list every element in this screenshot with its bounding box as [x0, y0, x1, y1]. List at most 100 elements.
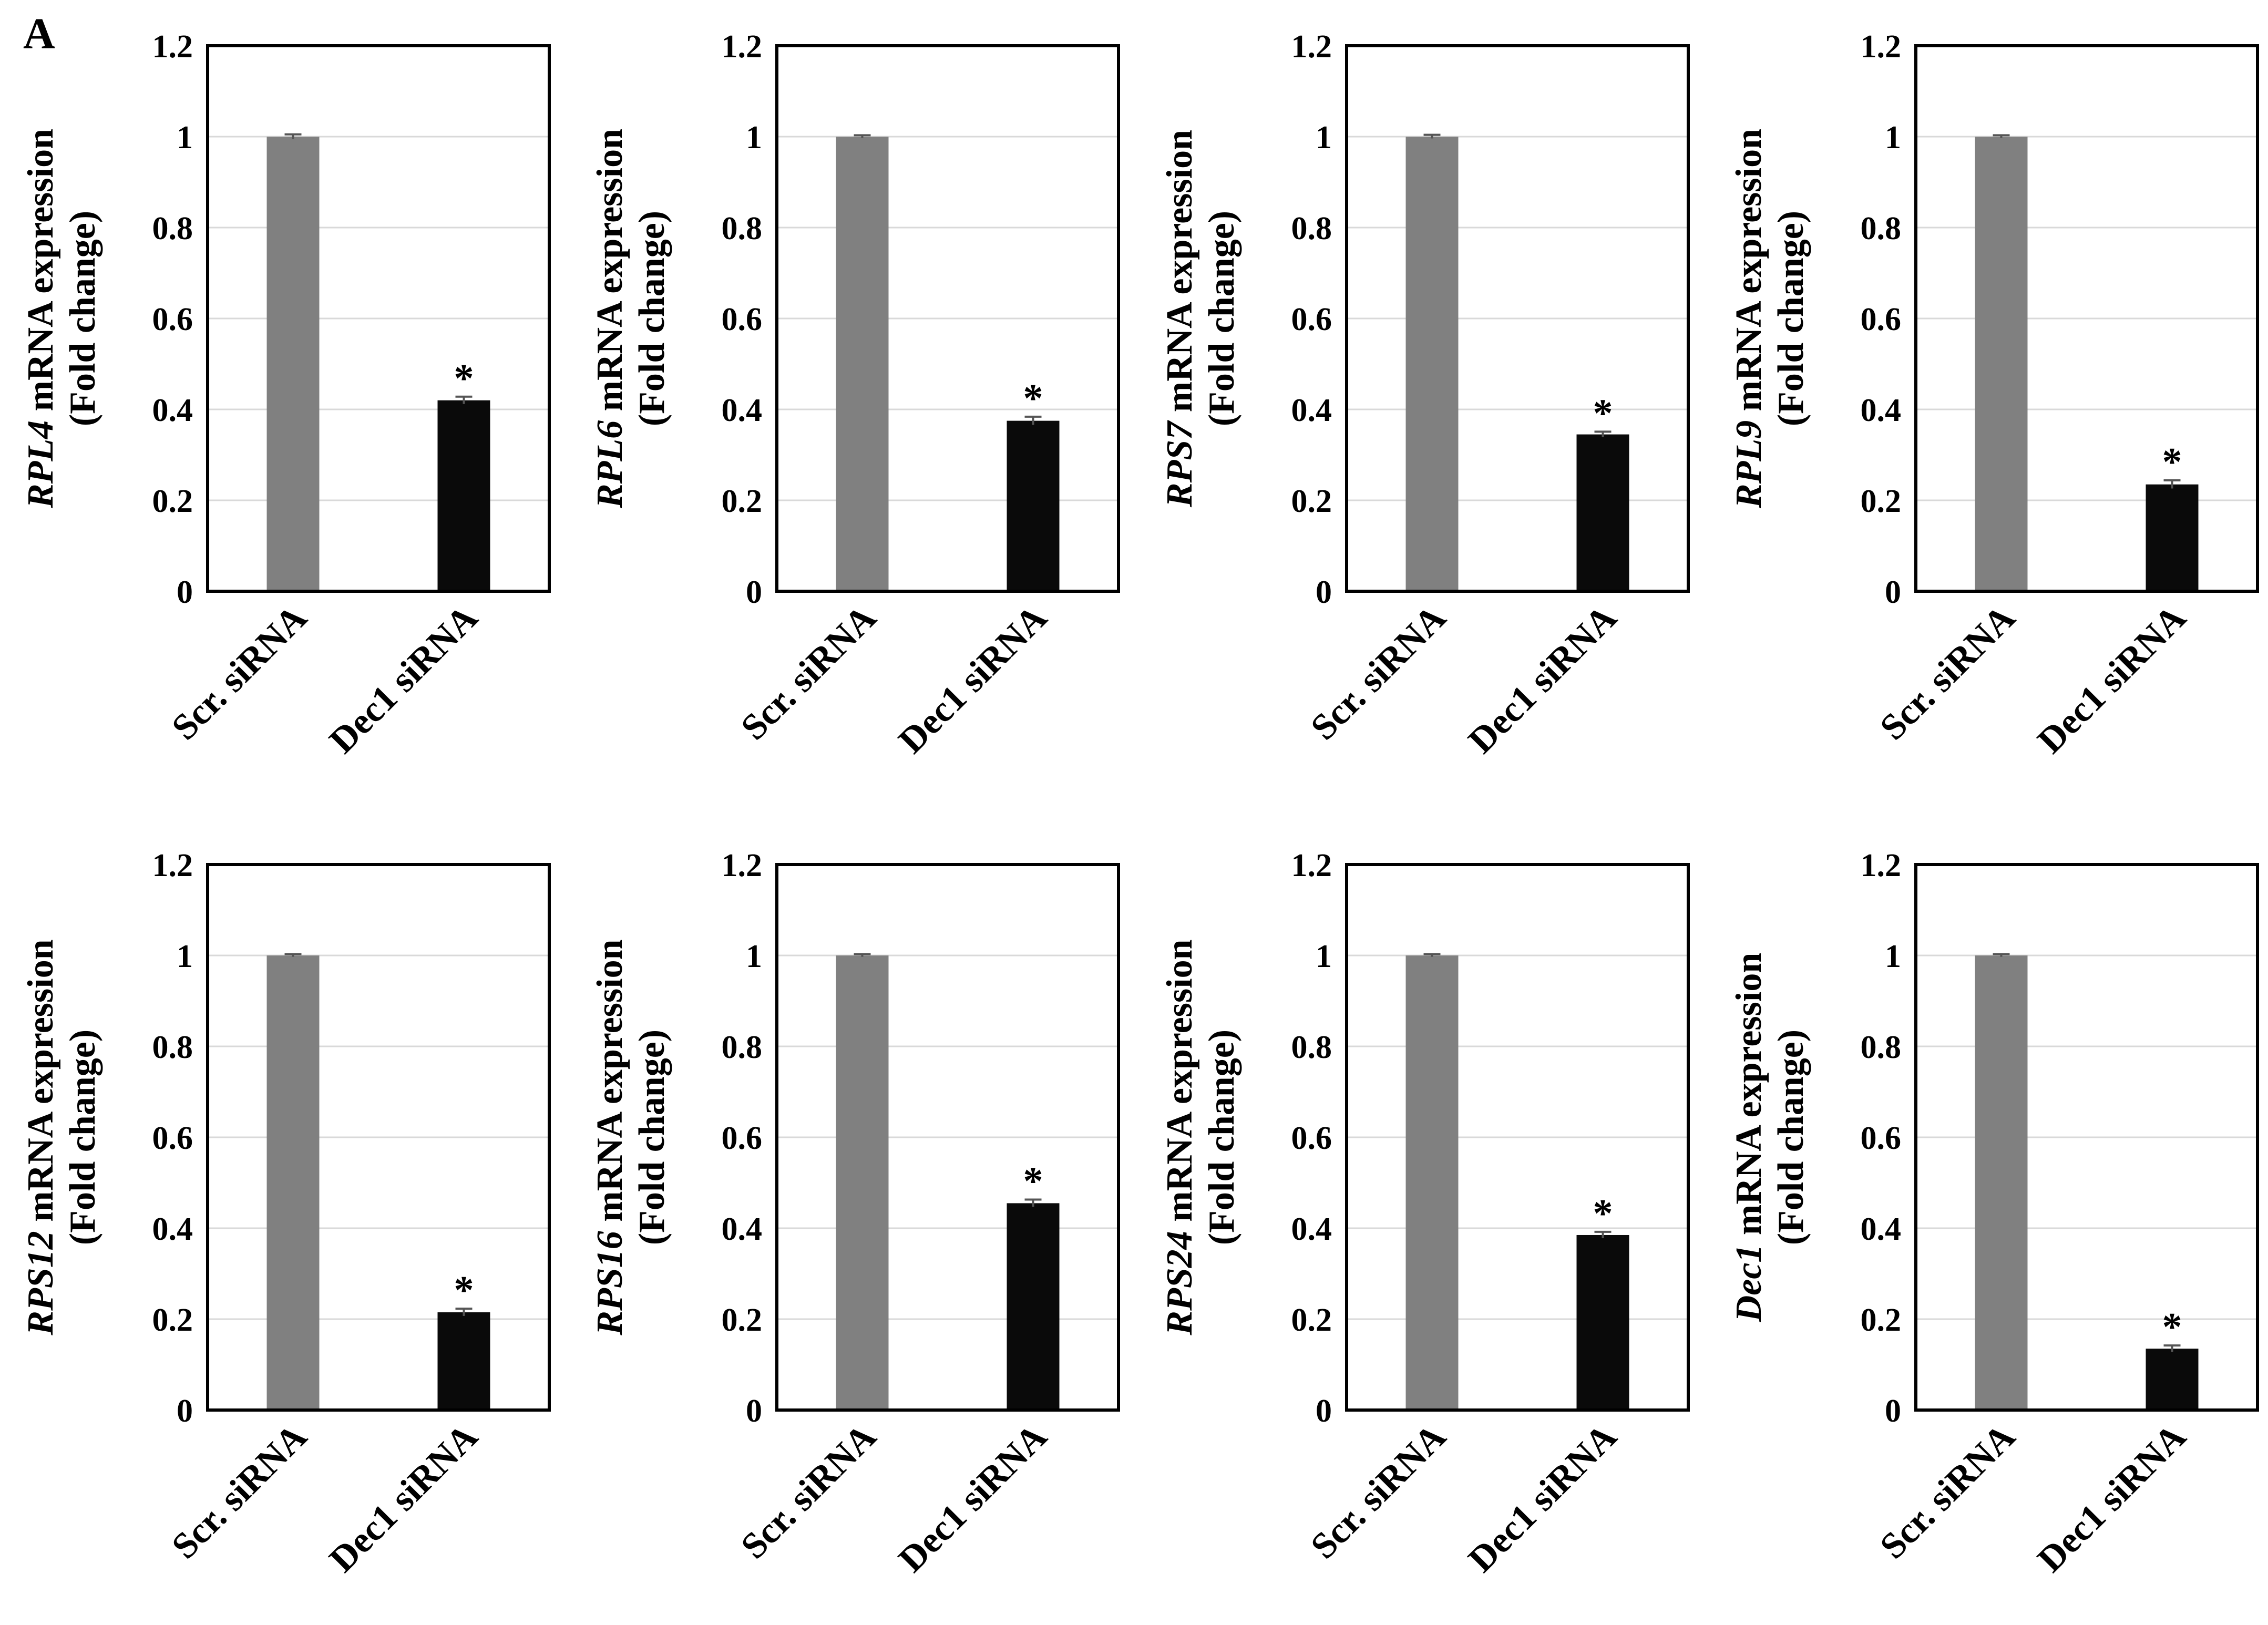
y-tick-label: 1.2 — [152, 29, 193, 65]
y-axis-label-line2: (Fold change) — [63, 211, 103, 426]
y-tick-label: 0 — [177, 574, 193, 610]
y-axis-label-rest: mRNA expression — [590, 939, 630, 1231]
y-tick-label: 0.4 — [152, 393, 193, 428]
gene-name: RPL9 — [1729, 420, 1769, 509]
significance-marker: * — [1593, 1191, 1613, 1236]
category-label-dec1: Dec1 siRNA — [891, 598, 1055, 762]
category-label-scr: Scr. siRNA — [164, 1416, 315, 1567]
y-tick-label: 0.6 — [152, 1120, 193, 1156]
y-tick-label: 0.8 — [152, 211, 193, 246]
gene-name: RPL6 — [590, 420, 630, 509]
gene-name: RPS12 — [20, 1231, 61, 1335]
category-label-dec1: Dec1 siRNA — [2030, 1416, 2194, 1580]
bar-dec1-sirna — [2146, 484, 2199, 591]
y-tick-label: 0.4 — [152, 1211, 193, 1247]
y-tick-label: 0.2 — [152, 1302, 193, 1338]
y-tick-label: 0.4 — [722, 393, 763, 428]
y-tick-label: 0.6 — [1291, 1120, 1332, 1156]
y-tick-label: 0.8 — [722, 211, 763, 246]
y-axis-label: RPS12 mRNA expression — [20, 939, 61, 1335]
y-tick-label: 0.2 — [722, 484, 763, 519]
gene-name: RPS7 — [1159, 420, 1200, 508]
significance-marker: * — [454, 1268, 474, 1312]
significance-marker: * — [1023, 1159, 1043, 1204]
y-tick-label: 0 — [1885, 574, 1901, 610]
category-label-dec1: Dec1 siRNA — [2030, 598, 2194, 762]
bar-dec1-sirna — [437, 1312, 490, 1410]
y-tick-label: 1.2 — [722, 848, 763, 883]
y-tick-label: 0 — [177, 1393, 193, 1429]
plot-frame — [1914, 44, 2259, 593]
y-tick-label: 1.2 — [1861, 848, 1902, 883]
bar-dec1-sirna — [2146, 1349, 2199, 1410]
y-tick-label: 1 — [1885, 939, 1901, 974]
chart-rps7: 0 0.2 0.4 0.6 0.8 1 1.2 * Scr. siRNA Dec1 siRNA RP… — [1159, 29, 1690, 761]
category-label-dec1: Dec1 siRNA — [322, 1416, 486, 1580]
chart-rps12: 0 0.2 0.4 0.6 0.8 1 1.2 * Scr. siRNA Dec1 siRNA RP… — [20, 848, 551, 1580]
significance-marker: * — [1023, 376, 1043, 420]
y-axis-label-rest: mRNA expression — [20, 939, 61, 1231]
y-tick-label: 0 — [746, 1393, 762, 1429]
y-tick-label: 0.2 — [722, 1302, 763, 1338]
y-tick-label: 0.4 — [1861, 1211, 1902, 1247]
category-label-scr: Scr. siRNA — [1872, 1416, 2023, 1567]
significance-marker: * — [1593, 391, 1613, 435]
category-label-scr: Scr. siRNA — [1303, 598, 1454, 748]
y-tick-label: 1.2 — [1291, 29, 1332, 65]
panel-letter: A — [23, 9, 55, 58]
bar-scr-sirna — [1405, 955, 1459, 1410]
y-tick-label: 1 — [1316, 939, 1332, 974]
y-tick-label: 0.4 — [1861, 393, 1902, 428]
chart-rpl9: 0 0.2 0.4 0.6 0.8 1 1.2 * Scr. siRNA Dec1 siRNA RP… — [1729, 29, 2259, 762]
y-tick-label: 0.6 — [1861, 302, 1902, 337]
bar-scr-sirna — [836, 955, 889, 1410]
y-tick-label: 0.8 — [1291, 1030, 1332, 1065]
y-tick-label: 0.2 — [1291, 484, 1332, 519]
category-label-dec1: Dec1 siRNA — [1461, 1416, 1625, 1580]
y-tick-label: 0.4 — [722, 1211, 763, 1247]
y-axis-label-rest: mRNA expression — [1729, 953, 1769, 1245]
y-tick-label: 0.4 — [1291, 393, 1332, 428]
y-axis-label-line2: (Fold change) — [1202, 1030, 1242, 1245]
chart-rps24: 0 0.2 0.4 0.6 0.8 1 1.2 * Scr. siRNA Dec1 siRNA RP… — [1159, 848, 1690, 1580]
y-tick-label: 1.2 — [722, 29, 763, 65]
y-tick-label: 0 — [746, 574, 762, 610]
y-tick-label: 0.8 — [1861, 211, 1902, 246]
y-tick-label: 0.2 — [1291, 1302, 1332, 1338]
bar-scr-sirna — [836, 137, 889, 591]
y-axis-label-rest: mRNA expression — [1159, 130, 1200, 421]
bar-scr-sirna — [1975, 137, 2028, 591]
y-axis-label-line2: (Fold change) — [1771, 211, 1811, 426]
y-tick-label: 1 — [1885, 120, 1901, 156]
category-label-dec1: Dec1 siRNA — [322, 598, 486, 762]
gene-name: RPS24 — [1159, 1231, 1200, 1335]
bar-dec1-sirna — [1007, 1203, 1060, 1410]
y-tick-label: 0.6 — [722, 302, 763, 337]
y-axis-label-rest: mRNA expression — [1159, 939, 1200, 1231]
y-tick-label: 0 — [1885, 1393, 1901, 1429]
y-axis-label-line2: (Fold change) — [1202, 211, 1242, 426]
significance-marker: * — [2162, 1305, 2182, 1349]
category-label-scr: Scr. siRNA — [733, 1416, 884, 1567]
y-axis-label-line2: (Fold change) — [63, 1030, 103, 1245]
chart-dec1: 0 0.2 0.4 0.6 0.8 1 1.2 * Scr. siRNA Dec1 siRNA De… — [1729, 848, 2259, 1580]
chart-rps16: 0 0.2 0.4 0.6 0.8 1 1.2 * Scr. siRNA Dec1 siRNA RP… — [590, 848, 1120, 1580]
y-tick-label: 1 — [746, 939, 762, 974]
y-tick-label: 1 — [177, 120, 193, 156]
gene-name: RPL4 — [20, 420, 61, 509]
y-tick-label: 1 — [177, 939, 193, 974]
significance-marker: * — [454, 356, 474, 400]
y-axis-label-rest: mRNA expression — [1729, 129, 1769, 420]
y-axis-label: RPL9 mRNA expression — [1729, 129, 1769, 509]
plot-frame — [1345, 863, 1690, 1412]
bar-scr-sirna — [266, 137, 320, 591]
plot-frame — [775, 44, 1120, 593]
y-axis-label-line2: (Fold change) — [632, 211, 672, 426]
bar-dec1-sirna — [437, 400, 490, 591]
charts-grid: 00.20.40.60.811.2*Scr. siRNA Dec1 siRNARP… — [20, 29, 2259, 1580]
y-tick-label: 0.8 — [1861, 1030, 1902, 1065]
y-axis-label: Dec1 mRNA expression — [1729, 953, 1769, 1323]
category-label-scr: Scr. siRNA — [1872, 598, 2023, 748]
bar-scr-sirna — [1405, 137, 1459, 591]
y-tick-label: 0.4 — [1291, 1211, 1332, 1247]
